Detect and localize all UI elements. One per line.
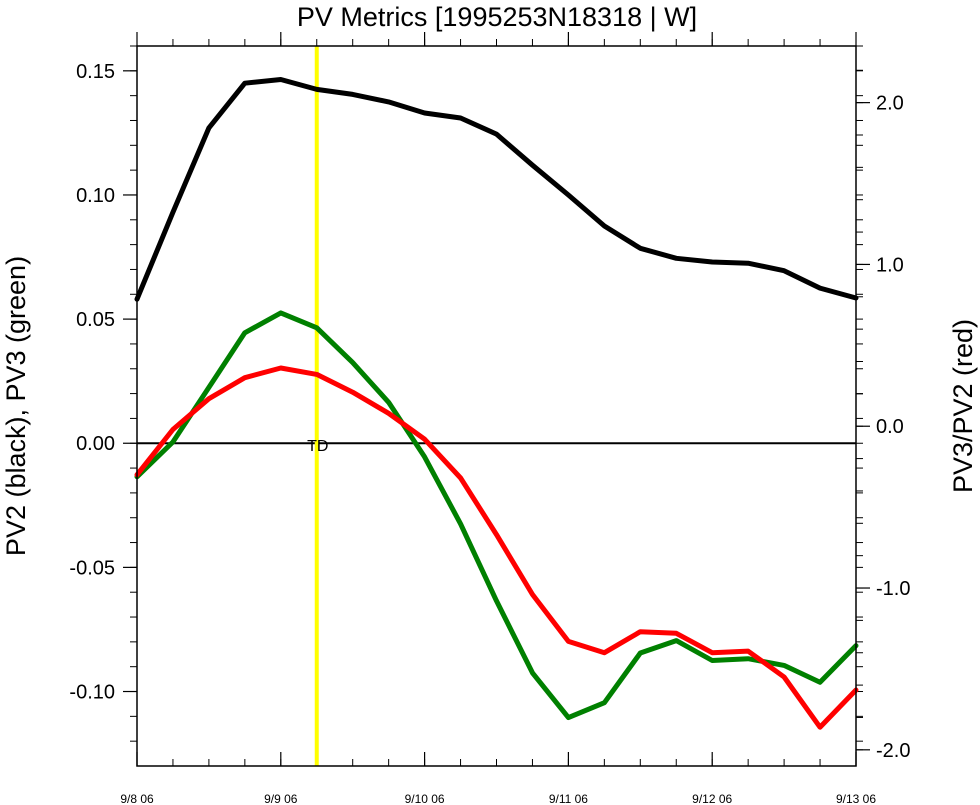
right-axis-label: PV3/PV2 (red) [948,319,978,493]
series-line-1 [134,310,859,721]
chart-title: PV Metrics [1995253N18318 | W] [297,2,697,32]
left-tick-label: 0.10 [76,185,115,207]
right-tick-label: 0.0 [876,416,904,438]
x-tick-label: 9/12 06 [692,792,732,805]
series-line-2 [134,365,859,730]
x-tick-label: 9/11 06 [549,792,588,805]
right-tick-label: -2.0 [876,740,910,762]
left-tick-label: -0.05 [69,557,115,579]
series-line-0 [134,77,859,302]
right-tick-label: 1.0 [876,254,904,276]
left-tick-label: 0.15 [76,61,115,83]
plot-frame [136,45,857,767]
left-axis-label: PV2 (black), PV3 (green) [1,256,31,556]
marker-label: TD [307,438,328,455]
x-tick-label: 9/10 06 [405,792,445,805]
x-tick-label: 9/13 06 [836,792,876,805]
left-tick-label: 0.00 [76,433,115,455]
right-tick-label: -1.0 [876,578,910,600]
x-tick-label: 9/8 06 [120,792,154,805]
right-tick-label: 2.0 [876,93,904,115]
x-tick-label: 9/9 06 [264,792,298,805]
left-tick-label: 0.05 [76,309,115,331]
left-tick-label: -0.10 [69,682,115,704]
series-layer: TD [134,46,859,766]
ticks-layer: 0.15 0.10 0.05 0.00 -0.05 -0.10 2.0 1.0 0.0 -1.0 -… [69,32,910,805]
